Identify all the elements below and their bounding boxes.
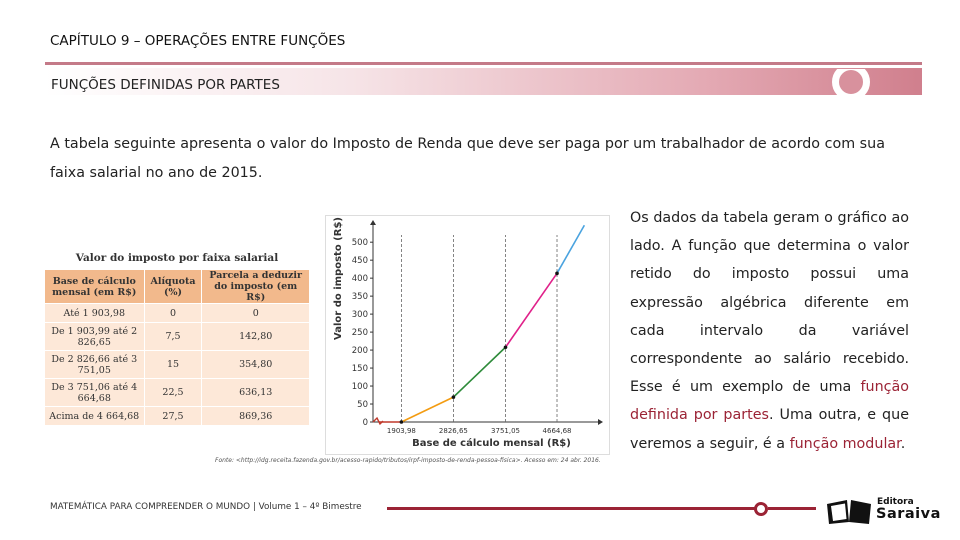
footer-ring-icon: [754, 502, 768, 516]
table-cell: 869,36: [201, 406, 310, 426]
side-text-part1: Os dados da tabela geram o gráfico ao la…: [630, 210, 909, 396]
section-title: FUNÇÕES DEFINIDAS POR PARTES: [51, 77, 280, 93]
book-logo-icon: [827, 500, 871, 524]
table-cell: 142,80: [201, 322, 310, 351]
data-point: [451, 395, 456, 399]
y-tick-label: 250: [352, 328, 368, 338]
y-tick-label: 500: [352, 238, 368, 248]
table-cell: 7,5: [143, 322, 203, 351]
x-axis-label: Base de cálculo mensal (R$): [412, 437, 571, 449]
series-line: [452, 346, 507, 398]
table-row: De 3 751,06 até 4 664,68 22,5 636,13: [44, 378, 310, 407]
data-point: [399, 420, 404, 424]
chart-source: Fonte: <http://idg.receita.fazenda.gov.b…: [215, 457, 601, 464]
table-cell: 27,5: [143, 406, 203, 426]
x-axis-arrow: [598, 419, 603, 425]
y-tick-label: 0: [363, 418, 368, 428]
section-circle-icon: [830, 69, 872, 95]
logo-big-text: Saraiva: [876, 506, 941, 522]
table-title: Valor do imposto por faixa salarial: [75, 252, 279, 264]
y-tick-label: 350: [352, 292, 368, 302]
y-tick-label: 50: [357, 400, 368, 410]
table-cell: De 3 751,06 até 4 664,68: [44, 378, 145, 407]
table-cell: 0: [143, 303, 203, 323]
chapter-title: CAPÍTULO 9 – OPERAÇÕES ENTRE FUNÇÕES: [50, 33, 346, 49]
table-cell: Acima de 4 664,68: [44, 406, 145, 426]
table-cell: 636,13: [201, 378, 310, 407]
table-header-cell: Alíquota (%): [143, 269, 203, 304]
table-header-row: Base de cálculo mensal (em R$) Alíquota …: [44, 269, 310, 304]
footer-line: [387, 507, 759, 510]
y-tick-label: 450: [352, 256, 368, 266]
table-cell: De 2 826,66 até 3 751,05: [44, 350, 145, 379]
term-modular-function: função modular: [789, 435, 901, 452]
term-piecewise-function: função definida por partes: [630, 379, 909, 424]
footer-text: MATEMÁTICA PARA COMPREENDER O MUNDO | Vo…: [50, 502, 362, 512]
series-line: [556, 224, 586, 274]
y-axis-label: Valor do imposto (R$): [333, 217, 344, 340]
table-header-cell: Base de cálculo mensal (em R$): [44, 269, 145, 304]
table-cell: De 1 903,99 até 2 826,65: [44, 322, 145, 351]
x-tick-label: 4664,68: [543, 427, 572, 435]
side-paragraph: Os dados da tabela geram o gráfico ao la…: [630, 204, 909, 458]
tax-chart: 0 50 100 150 200 250 300 350 400 450 500 1903,98 282…: [325, 215, 610, 455]
data-point: [555, 271, 559, 276]
series-line: [504, 272, 558, 348]
table-row: De 2 826,66 até 3 751,05 15 354,80: [44, 350, 310, 379]
table-cell: 354,80: [201, 350, 310, 379]
y-tick-label: 200: [352, 346, 368, 356]
table-cell: 22,5: [143, 378, 203, 407]
table-cell: 15: [143, 350, 203, 379]
x-tick-label: 1903,98: [387, 427, 416, 435]
table-header-cell: Parcela a deduzir do imposto (em R$): [201, 269, 310, 304]
table-row: Acima de 4 664,68 27,5 869,36: [44, 406, 310, 426]
series-line: [401, 396, 454, 423]
table-row: De 1 903,99 até 2 826,65 7,5 142,80: [44, 322, 310, 351]
y-tick-label: 100: [352, 382, 368, 392]
section-band: FUNÇÕES DEFINIDAS POR PARTES: [45, 68, 922, 95]
y-axis-arrow: [370, 220, 376, 225]
table-cell: 0: [201, 303, 310, 323]
data-point: [503, 345, 508, 350]
x-tick-label: 2826,65: [439, 427, 468, 435]
side-text-part3: .: [900, 435, 906, 452]
logo-small-text: Editora: [877, 497, 914, 507]
y-tick-label: 150: [352, 364, 368, 374]
tax-table: Base de cálculo mensal (em R$) Alíquota …: [44, 269, 310, 426]
chart-frame: [325, 215, 610, 455]
y-tick-label: 400: [352, 274, 368, 284]
footer-line-end: [768, 507, 816, 510]
intro-paragraph: A tabela seguinte apresenta o valor do I…: [50, 136, 885, 181]
table-cell: Até 1 903,98: [44, 303, 145, 323]
header-rule: [45, 62, 922, 65]
y-tick-label: 300: [352, 310, 368, 320]
x-tick-label: 3751,05: [491, 427, 520, 435]
side-text-part2: . Uma outra, e que veremos a seguir, é a: [630, 407, 909, 452]
axis-break-mark: [372, 416, 384, 426]
table-row: Até 1 903,98 0 0: [44, 303, 310, 323]
